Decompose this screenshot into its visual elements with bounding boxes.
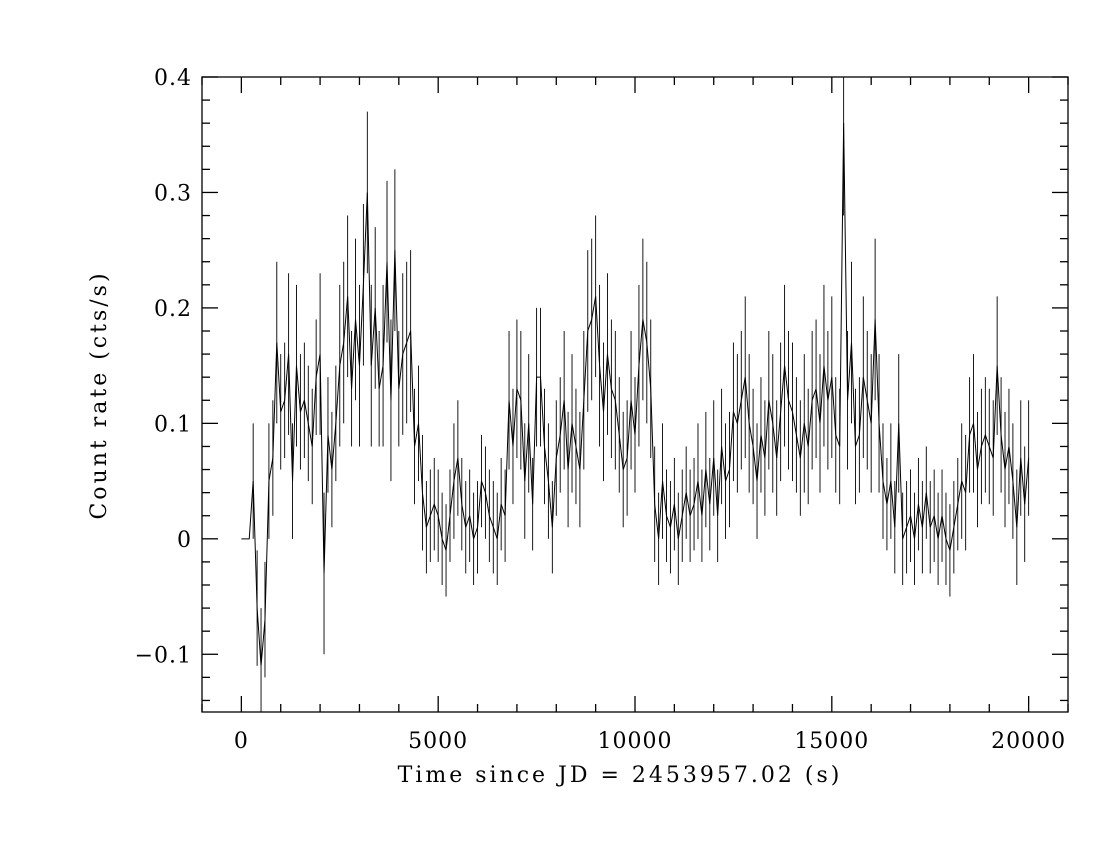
light-curve (241, 123, 1030, 666)
y-tick-label: 0.4 (154, 66, 192, 91)
y-tick-label: 0.1 (154, 412, 192, 437)
y-tick-label: 0 (177, 528, 192, 553)
x-tick-label: 15000 (794, 729, 869, 754)
x-tick-label: 10000 (598, 729, 673, 754)
y-tick-label: −0.1 (135, 643, 192, 668)
x-tick-label: 0 (234, 729, 249, 754)
plot-area (241, 77, 1030, 712)
x-axis-label: Time since JD = 2453957.02 (s) (398, 763, 843, 788)
y-axis-label: Count rate (cts/s) (87, 270, 112, 519)
y-tick-label: 0.3 (154, 181, 192, 206)
x-tick-label: 5000 (408, 729, 468, 754)
x-tick-label: 20000 (991, 729, 1066, 754)
y-tick-label: 0.2 (154, 297, 192, 322)
